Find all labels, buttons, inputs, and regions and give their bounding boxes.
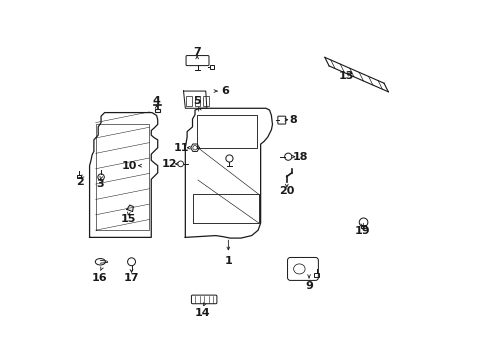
Text: 18: 18 (292, 152, 307, 162)
Bar (155, 109, 160, 112)
Text: 11: 11 (174, 143, 189, 153)
Text: 8: 8 (288, 115, 296, 125)
Text: 16: 16 (91, 273, 107, 283)
Text: 9: 9 (305, 281, 312, 291)
Text: 1: 1 (224, 256, 232, 266)
Bar (186, 96, 191, 107)
Bar (314, 273, 318, 277)
Text: 6: 6 (221, 86, 228, 96)
Text: 13: 13 (338, 71, 354, 81)
Bar (361, 225, 365, 228)
Bar (77, 175, 81, 178)
Text: 17: 17 (123, 273, 139, 283)
Text: 3: 3 (96, 179, 104, 189)
Text: 14: 14 (194, 309, 209, 318)
Text: 19: 19 (354, 226, 370, 236)
Polygon shape (126, 205, 133, 212)
Text: 5: 5 (193, 96, 201, 106)
Text: 7: 7 (193, 46, 201, 57)
Text: 15: 15 (120, 215, 135, 224)
Bar (194, 96, 200, 107)
Polygon shape (324, 57, 387, 92)
Text: 12: 12 (161, 159, 177, 169)
Text: 4: 4 (152, 96, 160, 106)
Bar (203, 96, 208, 107)
Text: 2: 2 (76, 177, 84, 187)
Bar (210, 65, 214, 69)
Text: 20: 20 (279, 186, 294, 197)
Text: 10: 10 (121, 161, 137, 171)
